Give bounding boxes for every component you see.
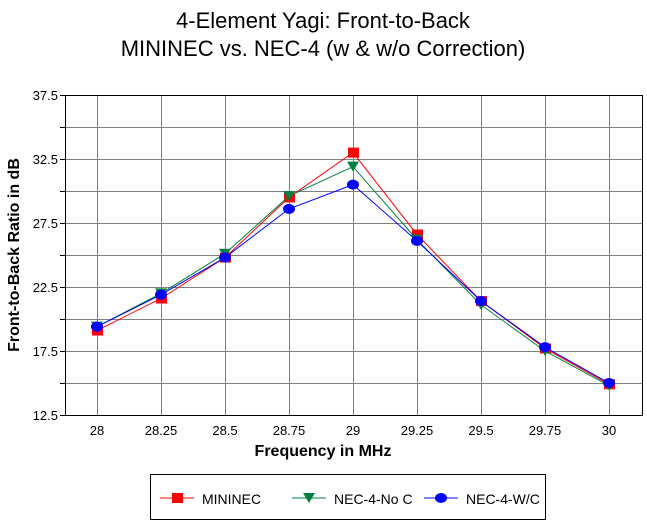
x-tick-label: 28.75 <box>273 423 306 438</box>
legend: MININEC NEC-4-No C NEC-4-W/C <box>150 474 546 520</box>
data-point <box>91 321 103 332</box>
data-point <box>412 229 423 240</box>
x-tick-label: 29.75 <box>529 423 562 438</box>
y-tick-label: 37.5 <box>33 88 58 103</box>
x-tick-label: 29.25 <box>401 423 434 438</box>
x-tick-label: 28 <box>90 423 104 438</box>
legend-marker-triangle-down <box>303 493 315 503</box>
data-point <box>411 235 423 246</box>
legend-marker-circle <box>435 493 447 503</box>
x-tick-label: 28.5 <box>212 423 237 438</box>
data-point <box>539 342 551 353</box>
data-point <box>155 289 167 300</box>
legend-label: NEC-4-No C <box>334 491 413 507</box>
data-point <box>347 179 359 190</box>
y-tick-label: 32.5 <box>33 152 58 167</box>
data-point <box>475 296 487 307</box>
x-tick-label: 29.5 <box>468 423 493 438</box>
plot-frame <box>65 95 643 416</box>
x-tick-label: 29 <box>346 423 360 438</box>
data-point <box>283 203 295 214</box>
data-point <box>347 161 359 172</box>
data-point <box>348 147 359 158</box>
x-tick-label: 30 <box>602 423 616 438</box>
legend-label: NEC-4-W/C <box>466 491 540 507</box>
chart-title-line-2: MININEC vs. NEC-4 (w & w/o Correction) <box>121 36 526 61</box>
chart-title-line-1: 4-Element Yagi: Front-to-Back <box>176 8 471 33</box>
data-point <box>219 252 231 263</box>
data-point <box>603 378 615 388</box>
y-tick-label: 17.5 <box>33 344 58 359</box>
x-axis-label: Frequency in MHz <box>255 443 392 460</box>
legend-box <box>150 474 546 520</box>
y-tick-label: 27.5 <box>33 216 58 231</box>
data-point <box>283 191 295 202</box>
x-tick-label: 28.25 <box>145 423 178 438</box>
y-axis-label: Front-to-Back Ratio in dB <box>6 158 23 352</box>
series-nec-4-w-c <box>91 179 615 388</box>
y-tick-label: 22.5 <box>33 280 58 295</box>
y-tick-label: 12.5 <box>33 408 58 423</box>
legend-label: MININEC <box>202 491 261 507</box>
legend-marker-square <box>172 493 183 503</box>
